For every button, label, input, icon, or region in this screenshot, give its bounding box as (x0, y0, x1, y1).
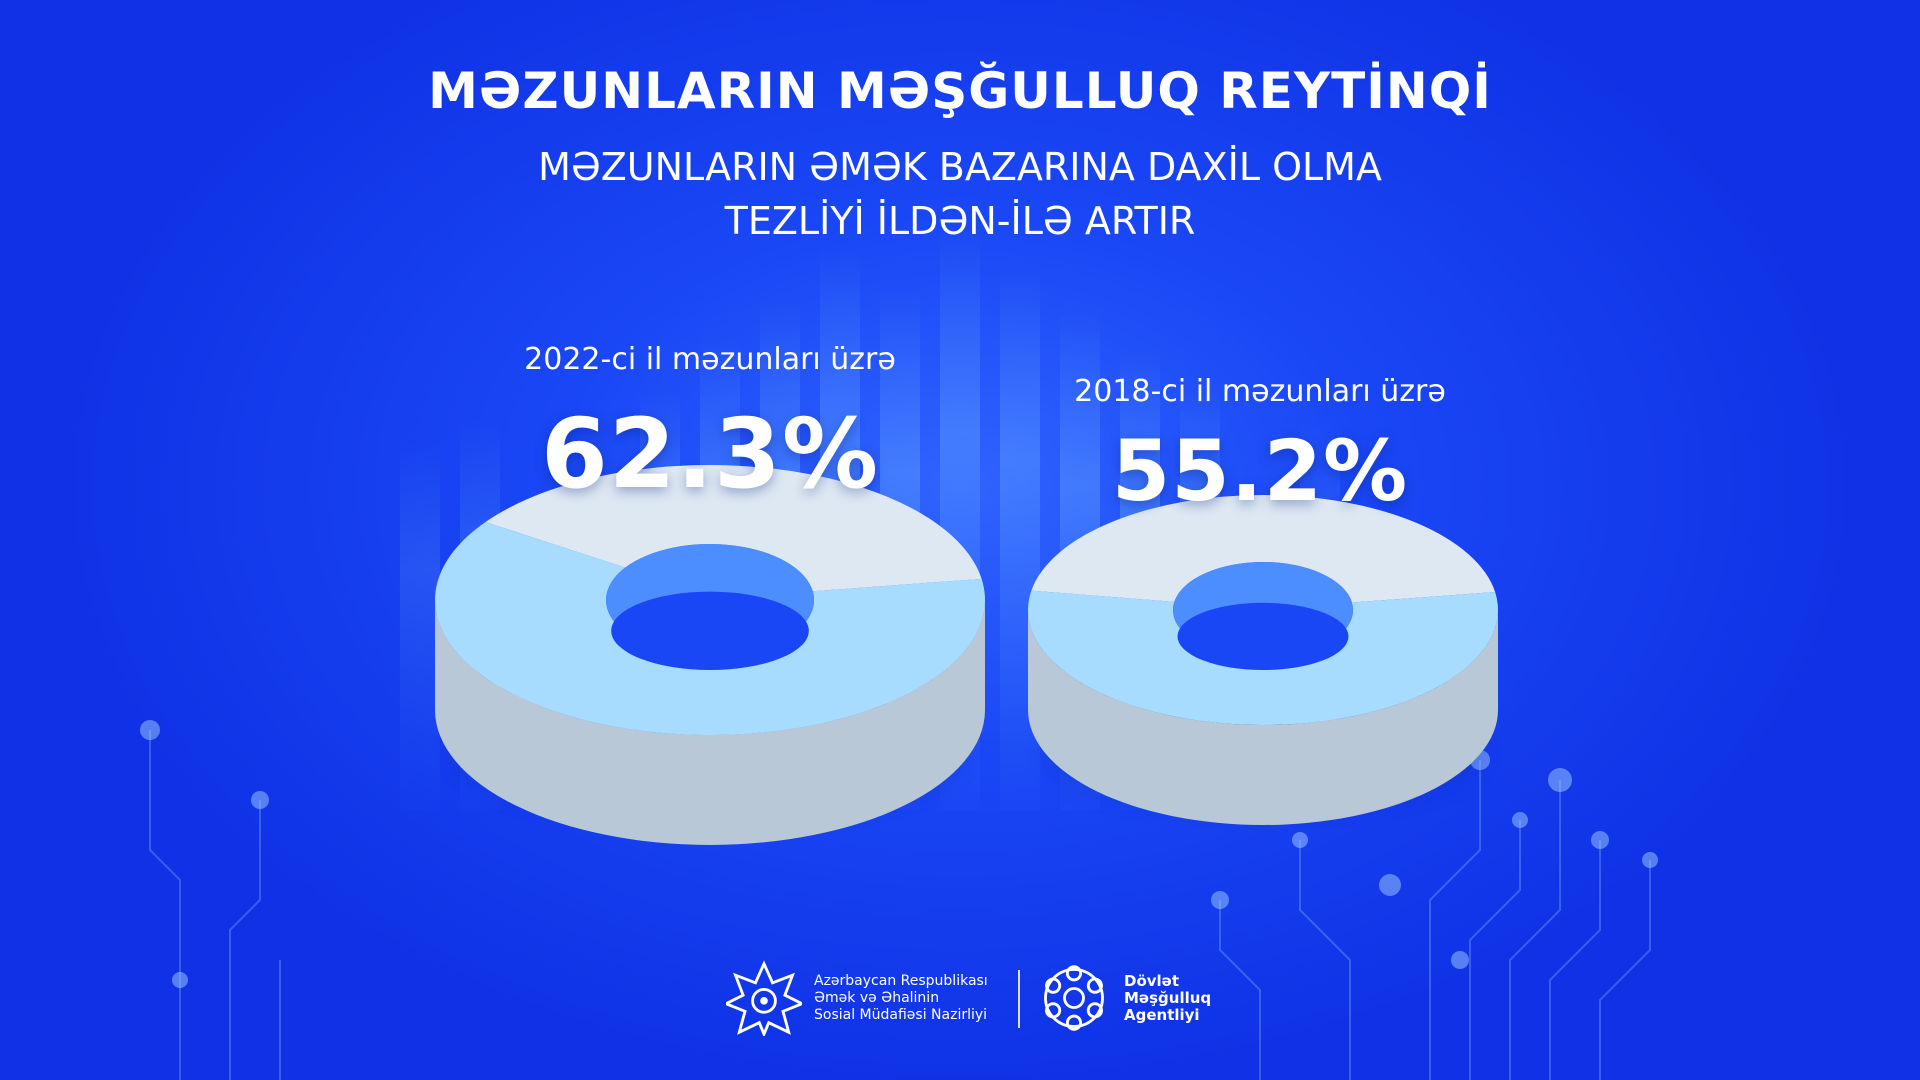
chart-value-2022: 62.3% (540, 398, 880, 510)
ministry-star-logo-icon (726, 960, 802, 1036)
donut-side-wall (435, 600, 985, 845)
logo-divider (1018, 970, 1020, 1028)
subtitle-line-2: TEZLİYİ İLDƏN-İLƏ ARTIR (724, 199, 1196, 243)
agency-logo-block: Dövlət Məşğulluq Agentliyi (1036, 960, 1211, 1036)
donut-rest-sector (1031, 495, 1496, 603)
subtitle-line-1: MƏZUNLARIN ƏMƏK BAZARINA DAXİL OLMA (538, 145, 1382, 189)
donut-side-wall (1028, 610, 1498, 825)
ministry-line-1: Azərbaycan Respublikası (814, 972, 988, 989)
donut-hole-depth (1177, 602, 1349, 671)
ministry-logo-block: Azərbaycan Respublikası Əmək və Əhalinin… (726, 960, 988, 1036)
donut-value-sector (434, 522, 986, 735)
ministry-line-2: Əmək və Əhalinin (814, 989, 940, 1006)
page-title: MƏZUNLARIN MƏŞĞULLUQ REYTİNQİ (428, 62, 1492, 120)
footer: Azərbaycan Respublikası Əmək və Əhalinin… (0, 960, 1920, 1040)
agency-name: Dövlət Məşğulluq Agentliyi (1124, 971, 1212, 1024)
agency-line-1: Dövlət (1124, 971, 1180, 990)
agency-line-2: Məşğulluq (1124, 988, 1212, 1007)
ministry-line-3: Sosial Müdafiəsi Nazirliyi (814, 1006, 988, 1023)
chart-label-2018: 2018-ci il məzunları üzrə (1074, 374, 1446, 409)
chart-label-2022: 2022-ci il məzunları üzrə (524, 342, 896, 377)
donut-rest-sector (485, 465, 982, 592)
page-subtitle: MƏZUNLARIN ƏMƏK BAZARINA DAXİL OLMA TEZL… (0, 140, 1920, 248)
donut-hole-depth (611, 591, 809, 670)
chart-value-2018: 55.2% (1111, 422, 1409, 520)
ministry-name: Azərbaycan Respublikası Əmək və Əhalinin… (814, 973, 988, 1024)
donut-value-sector (1028, 590, 1499, 725)
donut-2018 (1028, 495, 1499, 825)
agency-circle-logo-icon (1044, 965, 1104, 1031)
donut-2022 (434, 465, 986, 845)
agency-line-3: Agentliyi (1124, 1005, 1200, 1024)
